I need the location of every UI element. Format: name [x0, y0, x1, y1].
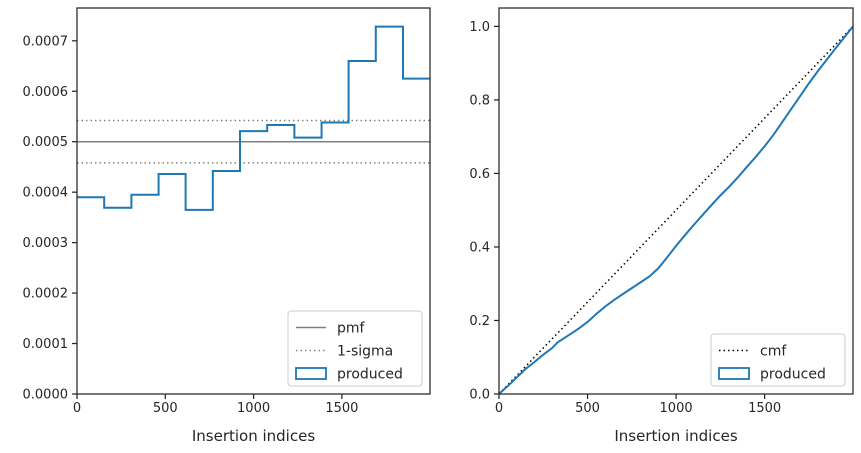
x-tick-label: 1500 [325, 401, 358, 416]
x-axis-label: Insertion indices [614, 427, 737, 445]
y-tick-label: 0.2 [469, 314, 490, 329]
x-tick-label: 500 [575, 401, 600, 416]
y-tick-label: 0.0 [469, 388, 490, 403]
x-tick-label: 1500 [748, 401, 781, 416]
legend-label: cmf [760, 344, 787, 360]
y-tick-label: 0.6 [469, 167, 490, 182]
plot-area [499, 25, 853, 394]
legend: cmf produced [710, 333, 846, 387]
series-produced [499, 25, 853, 394]
y-tick-label: 0.0007 [23, 34, 69, 49]
x-tick-label: 0 [73, 401, 81, 416]
y-tick-label: 0.0006 [23, 85, 69, 100]
y-tick-label: 0.0004 [23, 186, 69, 201]
legend-label: produced [337, 367, 403, 383]
x-tick-label: 500 [153, 401, 178, 416]
series-produced [77, 25, 430, 211]
x-tick-label: 0 [495, 401, 503, 416]
legend-label: produced [760, 367, 826, 383]
x-axis-label: Insertion indices [192, 427, 315, 445]
y-tick-label: 0.8 [469, 93, 490, 108]
legend-label: pmf [337, 321, 366, 337]
y-tick-label: 0.0002 [23, 287, 69, 302]
y-tick-label: 0.4 [469, 240, 490, 255]
panel-2: 0 500 1000 1500 0.0 0.2 0.4 0.6 0.8 1.0 Insertion … [469, 7, 854, 445]
y-tick-label: 0.0001 [23, 337, 69, 352]
legend-swatch [295, 367, 327, 380]
y-tick-label: 0.0005 [23, 135, 69, 150]
legend-box [710, 333, 846, 387]
legend-label: 1-sigma [337, 344, 393, 360]
y-tick-label: 1.0 [469, 20, 490, 35]
panel-1: 0 500 1000 1500 0.0000 0.0001 0.0002 0.0003 0.00… [23, 7, 431, 445]
legend-swatch [718, 367, 750, 380]
x-tick-label: 1000 [660, 401, 693, 416]
y-tick-label: 0.0000 [23, 388, 69, 403]
y-tick-label: 0.0003 [23, 236, 69, 251]
legend: pmf 1-sigma produced [287, 310, 423, 387]
plot-area [77, 25, 430, 211]
x-tick-label: 1000 [237, 401, 270, 416]
